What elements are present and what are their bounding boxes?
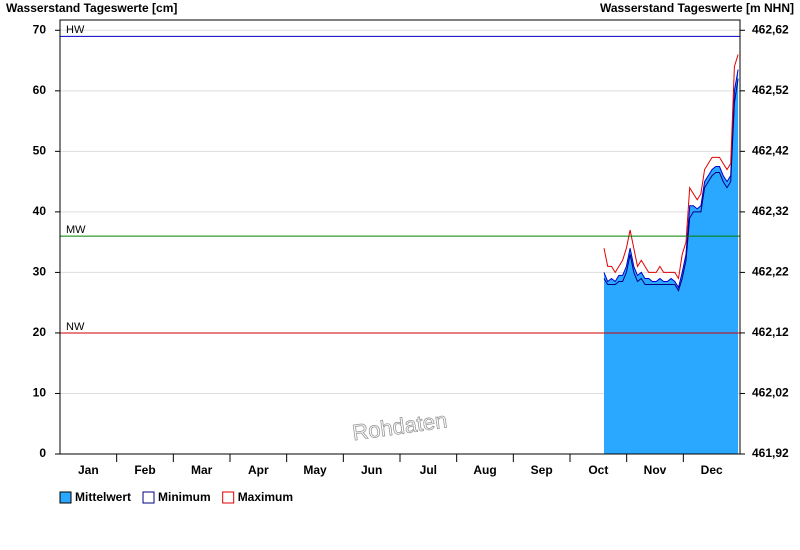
reference-label: HW <box>66 24 85 36</box>
y-tick-label: 70 <box>33 22 47 36</box>
legend-label: Maximum <box>238 490 293 504</box>
watermark: Rohdaten <box>351 407 449 445</box>
y2-tick-label: 462,02 <box>752 386 789 400</box>
x-tick-label: Dec <box>701 463 723 477</box>
series-line <box>603 54 739 280</box>
legend-swatch <box>142 491 155 504</box>
y2-axis-title: Wasserstand Tageswerte [m NHN] <box>600 1 794 15</box>
legend-label: Minimum <box>158 490 211 504</box>
x-tick-label: Jul <box>420 463 437 477</box>
x-tick-label: May <box>303 463 327 477</box>
legend-swatch <box>59 491 72 504</box>
plot-frame <box>59 19 741 455</box>
y-tick-label: 60 <box>33 83 47 97</box>
y2-tick-label: 462,42 <box>752 144 789 158</box>
series-line <box>603 69 739 289</box>
y-tick-label: 40 <box>33 204 47 218</box>
y2-tick-label: 462,32 <box>752 204 789 218</box>
y-tick-label: 30 <box>33 265 47 279</box>
y2-tick-label: 462,12 <box>752 325 789 339</box>
mean-area <box>604 69 739 454</box>
legend-swatch <box>222 491 235 504</box>
x-tick-label: Jan <box>78 463 99 477</box>
y-tick-label: 50 <box>33 144 47 158</box>
reference-label: MW <box>66 224 86 236</box>
series-line <box>603 78 739 292</box>
x-tick-label: Feb <box>134 463 155 477</box>
y2-tick-label: 462,52 <box>752 83 789 97</box>
y2-tick-label: 462,62 <box>752 22 789 36</box>
y-tick-label: 20 <box>33 325 47 339</box>
x-tick-label: Jun <box>361 463 382 477</box>
y-axis-title: Wasserstand Tageswerte [cm] <box>6 1 177 15</box>
x-tick-label: Mar <box>191 463 213 477</box>
y2-tick-label: 462,22 <box>752 265 789 279</box>
x-tick-label: Apr <box>248 463 269 477</box>
reference-label: NW <box>66 321 85 333</box>
y-tick-label: 0 <box>39 446 46 460</box>
y-tick-label: 10 <box>33 386 47 400</box>
x-tick-label: Sep <box>531 463 553 477</box>
y2-tick-label: 461,92 <box>752 446 789 460</box>
x-tick-label: Aug <box>473 463 496 477</box>
legend-label: Mittelwert <box>75 490 131 504</box>
x-tick-label: Oct <box>588 463 608 477</box>
x-tick-label: Nov <box>644 463 667 477</box>
